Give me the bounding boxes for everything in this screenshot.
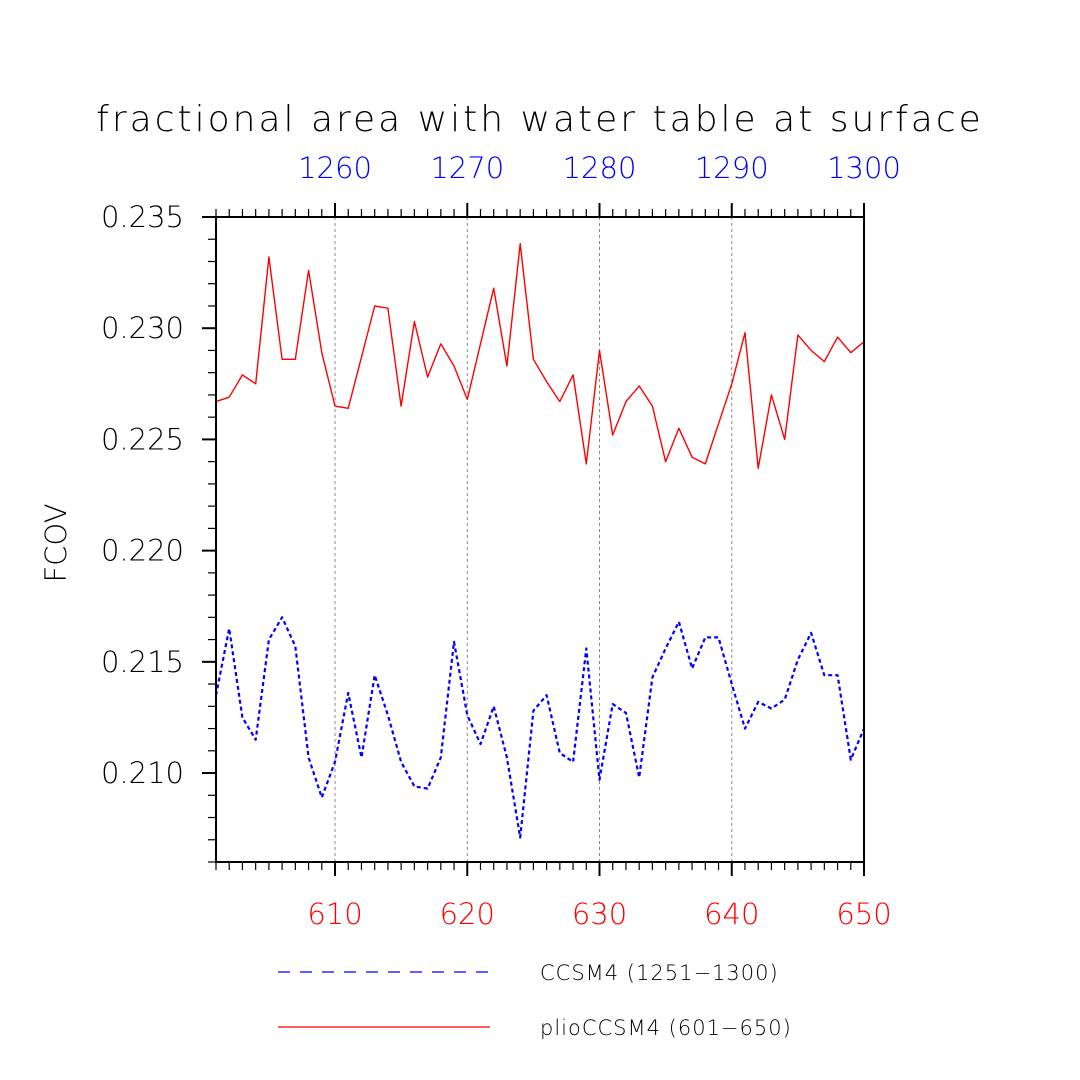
- series-line-ccsm4: [214, 616, 866, 839]
- legend: CCSM4 (1251−1300) plioCCSM4 (601−650): [278, 961, 792, 1040]
- y-tick-label: 0.235: [101, 200, 184, 234]
- x-axis-top: 1260 1270 1280 1290 1300: [215, 151, 901, 217]
- legend-label-plioccsm4: plioCCSM4 (601−650): [540, 1016, 792, 1040]
- x-bottom-tick-label: 620: [440, 897, 495, 931]
- x-top-tick-label: 1270: [430, 151, 504, 185]
- legend-label-ccsm4: CCSM4 (1251−1300): [540, 961, 779, 985]
- chart-title: fractional area with water table at surf…: [96, 99, 984, 140]
- x-bottom-tick-label: 650: [836, 897, 891, 931]
- series-group: [214, 242, 866, 839]
- x-bottom-tick-label: 630: [572, 897, 627, 931]
- x-top-tick-label: 1300: [827, 151, 901, 185]
- y-tick-label: 0.230: [101, 311, 184, 345]
- plot-frame: [215, 216, 865, 863]
- x-top-tick-label: 1290: [695, 151, 769, 185]
- y-tick-label: 0.220: [101, 534, 184, 568]
- gridlines: [334, 217, 733, 862]
- x-axis-bottom: 610 620 630 640 650: [215, 862, 892, 931]
- series-line-plioccsm4: [215, 242, 865, 469]
- y-axis-label: FCOV: [39, 503, 73, 582]
- y-tick-label: 0.210: [101, 756, 184, 790]
- x-bottom-tick-label: 640: [704, 897, 759, 931]
- y-tick-label: 0.215: [101, 645, 184, 679]
- x-top-tick-label: 1260: [298, 151, 372, 185]
- x-bottom-tick-label: 610: [307, 897, 362, 931]
- y-tick-label: 0.225: [101, 422, 184, 456]
- y-axis: 0.210 0.215 0.220 0.225 0.230 0.235: [101, 200, 216, 863]
- x-top-tick-label: 1280: [563, 151, 637, 185]
